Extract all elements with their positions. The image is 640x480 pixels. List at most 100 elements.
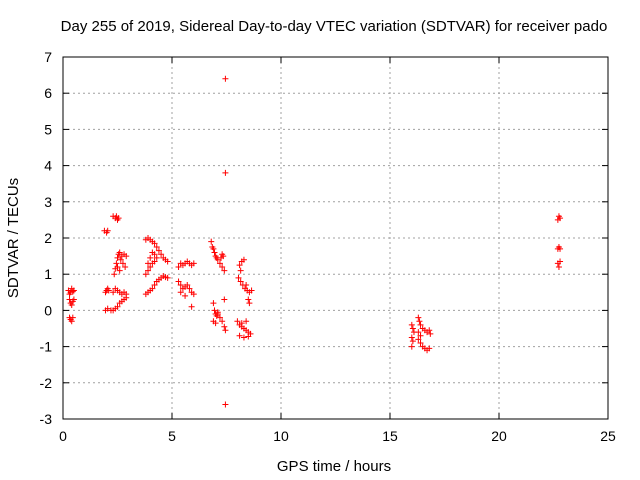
data-point xyxy=(219,251,226,258)
data-point xyxy=(426,327,433,334)
data-point xyxy=(145,267,152,274)
data-point xyxy=(182,292,189,299)
data-point xyxy=(236,332,243,339)
data-point xyxy=(212,320,219,327)
data-point xyxy=(119,260,126,267)
data-point xyxy=(237,267,244,274)
data-point xyxy=(177,282,184,289)
data-point xyxy=(221,323,228,330)
data-point xyxy=(114,254,121,261)
data-point xyxy=(408,334,415,341)
data-point xyxy=(68,301,75,308)
data-point xyxy=(237,278,244,285)
data-point xyxy=(149,285,156,292)
axis-ticks: 0 5 10 15 20 25 -3 -2 -1 0 1 2 3 4 5 6 7 xyxy=(40,49,616,444)
data-point xyxy=(243,282,250,289)
y-axis-label: SDTVAR / TECUs xyxy=(5,178,22,298)
data-point xyxy=(114,303,121,310)
data-point xyxy=(408,343,415,350)
data-point xyxy=(557,215,564,222)
data-point xyxy=(222,75,229,82)
y-tick-label: 1 xyxy=(44,266,52,282)
data-point xyxy=(208,238,215,245)
data-point xyxy=(153,254,160,261)
data-point xyxy=(417,321,424,328)
data-point xyxy=(158,251,165,258)
data-point xyxy=(123,253,130,260)
data-points xyxy=(65,75,564,408)
data-point xyxy=(214,309,221,316)
grid xyxy=(63,57,608,419)
data-point xyxy=(123,294,130,301)
data-point xyxy=(113,260,120,267)
data-point xyxy=(415,336,422,343)
data-point xyxy=(164,258,171,265)
y-tick-label: 0 xyxy=(44,302,52,318)
data-point xyxy=(236,262,243,269)
y-tick-label: 7 xyxy=(44,49,52,65)
data-point xyxy=(222,169,229,176)
data-point xyxy=(234,318,241,325)
data-point xyxy=(69,288,76,295)
data-point xyxy=(415,329,422,336)
data-point xyxy=(117,256,124,263)
data-point xyxy=(190,291,197,298)
plot-frame xyxy=(62,56,609,420)
data-point xyxy=(557,245,564,252)
data-point xyxy=(246,300,253,307)
data-point xyxy=(111,271,118,278)
data-point xyxy=(216,314,223,321)
data-point xyxy=(105,287,112,294)
data-point xyxy=(409,338,416,345)
data-point xyxy=(70,287,77,294)
data-point xyxy=(211,249,218,256)
data-point xyxy=(122,263,129,270)
data-point xyxy=(211,307,218,314)
data-point xyxy=(147,263,154,270)
data-point xyxy=(210,300,217,307)
data-point xyxy=(221,267,228,274)
data-point xyxy=(417,332,424,339)
data-point xyxy=(557,258,564,265)
x-tick-label: 10 xyxy=(273,428,289,444)
data-point xyxy=(153,244,160,251)
data-point xyxy=(219,263,226,270)
data-point xyxy=(240,256,247,263)
data-point xyxy=(222,401,229,408)
y-tick-label: 2 xyxy=(44,230,52,246)
data-point xyxy=(218,254,225,261)
data-point xyxy=(216,260,223,267)
data-point xyxy=(416,318,423,325)
data-point xyxy=(408,321,415,328)
data-point xyxy=(110,289,117,296)
x-axis-label: GPS time / hours xyxy=(277,458,391,475)
x-tick-label: 0 xyxy=(59,428,67,444)
data-point xyxy=(248,287,255,294)
x-tick-label: 15 xyxy=(382,428,398,444)
data-point xyxy=(245,333,252,340)
data-point xyxy=(426,345,433,352)
y-tick-label: -1 xyxy=(40,339,53,355)
data-point xyxy=(214,256,221,263)
x-tick-label: 25 xyxy=(600,428,616,444)
data-point xyxy=(68,318,75,325)
data-point xyxy=(142,271,149,278)
data-point xyxy=(175,263,182,270)
data-point xyxy=(245,296,252,303)
data-point xyxy=(240,334,247,341)
x-tick-label: 20 xyxy=(491,428,507,444)
data-point xyxy=(151,240,158,247)
data-point xyxy=(190,260,197,267)
data-point xyxy=(69,314,76,321)
data-point xyxy=(417,339,424,346)
data-point xyxy=(151,258,158,265)
data-point xyxy=(243,318,250,325)
data-point xyxy=(219,318,226,325)
data-point xyxy=(151,282,158,289)
data-point xyxy=(149,249,156,256)
data-point xyxy=(177,289,184,296)
data-point xyxy=(116,249,123,256)
data-point xyxy=(145,260,152,267)
data-point xyxy=(184,282,191,289)
